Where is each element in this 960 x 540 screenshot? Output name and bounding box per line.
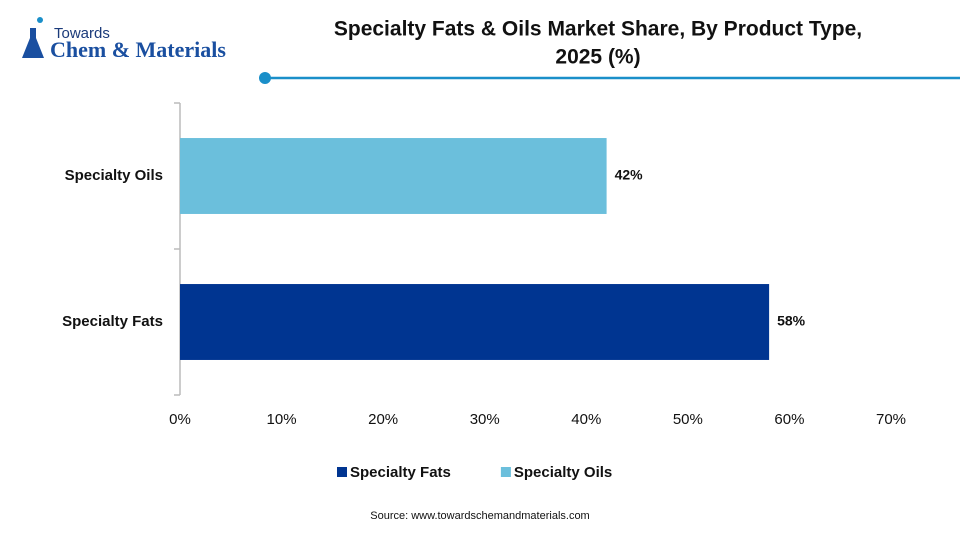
legend-swatch <box>337 467 347 477</box>
logo-dot <box>37 17 43 23</box>
logo-icon <box>22 28 44 58</box>
y-tick-label: Specialty Fats <box>62 313 163 330</box>
legend-label: Specialty Fats <box>350 464 451 481</box>
chart-title: Specialty Fats & Oils Market Share, By P… <box>334 18 862 41</box>
bar <box>180 138 607 214</box>
x-tick-label: 60% <box>774 411 804 428</box>
chart-title: 2025 (%) <box>555 46 640 69</box>
y-tick-label: Specialty Oils <box>65 167 163 184</box>
x-tick-label: 50% <box>673 411 703 428</box>
x-tick-label: 70% <box>876 411 906 428</box>
value-label: 58% <box>777 313 806 329</box>
logo-line1: Towards <box>54 25 110 42</box>
legend-swatch <box>500 467 511 477</box>
value-label: 42% <box>615 167 644 183</box>
x-tick-label: 0% <box>169 411 191 428</box>
x-tick-label: 40% <box>571 411 601 428</box>
x-tick-label: 10% <box>267 411 297 428</box>
logo-line2: Chem & Materials <box>50 37 226 62</box>
bar <box>180 284 770 360</box>
x-tick-label: 20% <box>368 411 398 428</box>
title-rule-dot <box>259 72 271 84</box>
legend-label: Specialty Oils <box>514 464 612 481</box>
x-tick-label: 30% <box>470 411 500 428</box>
source: Source: www.towardschemandmaterials.com <box>370 510 589 522</box>
logo: Towards Chem & Materials <box>22 17 226 62</box>
